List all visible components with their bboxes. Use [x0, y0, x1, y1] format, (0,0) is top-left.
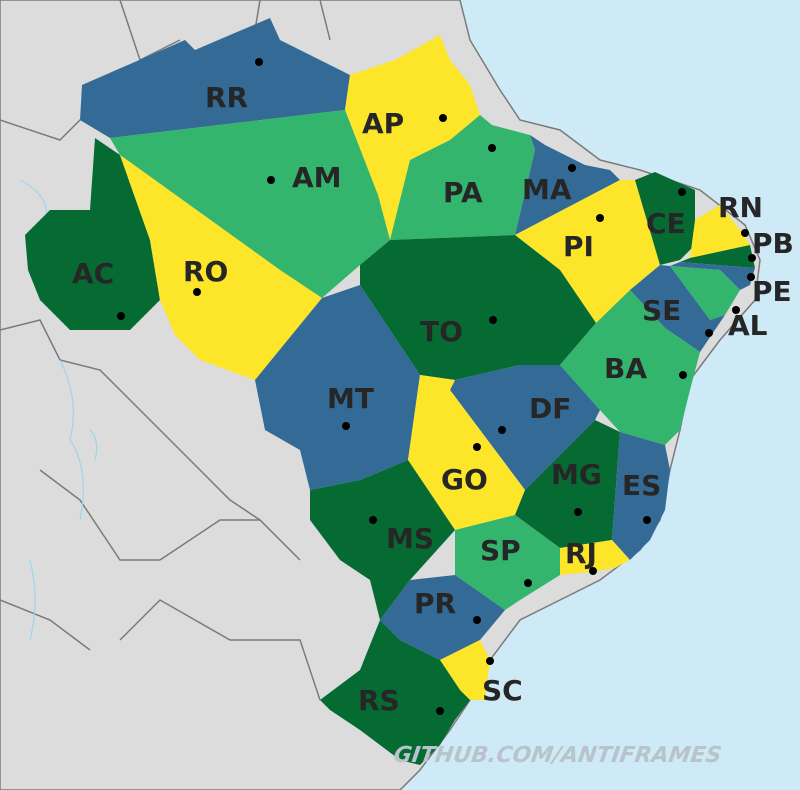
capital-dot-pi	[596, 214, 604, 222]
state-label-ma: MA	[522, 173, 572, 206]
state-label-ap: AP	[362, 107, 404, 140]
region-mg[interactable]	[515, 420, 620, 548]
capital-dot-rr	[255, 58, 263, 66]
state-label-ce: CE	[646, 207, 686, 240]
state-label-ms: MS	[386, 522, 434, 555]
state-label-rn: RN	[718, 191, 763, 224]
state-label-se: SE	[642, 294, 681, 327]
capital-dot-go	[473, 443, 481, 451]
state-label-ro: RO	[183, 255, 228, 288]
state-label-mt: MT	[327, 382, 374, 415]
state-label-rs: RS	[358, 684, 400, 717]
region-ap[interactable]	[345, 35, 480, 240]
region-rs[interactable]	[320, 620, 470, 765]
state-regions	[25, 18, 755, 765]
region-mt[interactable]	[255, 285, 420, 490]
region-sp[interactable]	[455, 515, 560, 610]
region-rr[interactable]	[80, 18, 350, 138]
capital-dot-rj	[589, 567, 597, 575]
region-se[interactable]	[630, 265, 725, 352]
state-label-pr: PR	[414, 587, 456, 620]
capital-dot-al	[732, 306, 740, 314]
capital-dot-es	[643, 516, 651, 524]
state-label-sc: SC	[482, 674, 523, 707]
region-pe[interactable]	[670, 262, 755, 290]
region-to[interactable]	[360, 235, 596, 380]
region-ro[interactable]	[120, 155, 322, 380]
state-label-pb: PB	[752, 227, 794, 260]
capital-dot-ma	[568, 164, 576, 172]
state-label-mg: MG	[551, 458, 602, 491]
region-rn[interactable]	[690, 205, 750, 258]
region-ba[interactable]	[560, 290, 700, 445]
region-go[interactable]	[408, 375, 525, 530]
region-ms[interactable]	[310, 460, 455, 620]
capital-dot-pb	[748, 254, 756, 262]
capital-dot-ap	[439, 114, 447, 122]
region-pa[interactable]	[390, 115, 535, 240]
capital-dot-sc	[486, 657, 494, 665]
region-sc[interactable]	[440, 640, 490, 700]
region-al[interactable]	[670, 266, 740, 320]
capital-dot-pa	[488, 144, 496, 152]
capital-dot-ba	[679, 371, 687, 379]
state-label-go: GO	[441, 463, 488, 496]
capital-dot-mg	[574, 508, 582, 516]
state-label-pi: PI	[563, 230, 594, 263]
capital-dot-se	[705, 329, 713, 337]
region-pb[interactable]	[680, 245, 755, 268]
capital-dot-ce	[678, 188, 686, 196]
state-label-pa: PA	[443, 176, 483, 209]
capital-dot-ro	[193, 288, 201, 296]
state-label-rr: RR	[205, 81, 248, 114]
state-labels: RR AP AM PA MA CE RN PB PE AL SE PI AC R…	[72, 58, 794, 717]
state-label-ba: BA	[604, 352, 647, 385]
state-label-sp: SP	[480, 534, 521, 567]
capital-dot-ms	[369, 516, 377, 524]
capital-dot-pe	[747, 273, 755, 281]
capital-dot-pr	[473, 616, 481, 624]
capital-dot-rs	[436, 707, 444, 715]
state-label-es: ES	[622, 469, 661, 502]
state-label-rj: RJ	[565, 537, 597, 570]
state-label-ac: AC	[72, 257, 114, 290]
state-label-df: DF	[529, 392, 571, 425]
region-es[interactable]	[612, 432, 670, 560]
state-label-to: TO	[420, 315, 463, 348]
state-label-al: AL	[728, 309, 768, 342]
region-df[interactable]	[450, 365, 600, 490]
capital-dot-ac	[117, 312, 125, 320]
region-ma[interactable]	[515, 135, 620, 235]
capital-dot-to	[489, 316, 497, 324]
capital-dot-df	[498, 426, 506, 434]
watermark-text: GITHUB.COM/ANTIFRAMES	[392, 742, 723, 768]
state-label-pe: PE	[752, 275, 792, 308]
capital-dot-rn	[741, 229, 749, 237]
river-lines	[19, 179, 98, 641]
state-label-am: AM	[292, 161, 342, 194]
capital-dot-sp	[524, 579, 532, 587]
region-pr[interactable]	[380, 575, 505, 660]
region-rj[interactable]	[560, 540, 630, 575]
capital-dot-mt	[342, 422, 350, 430]
region-pi[interactable]	[515, 180, 660, 323]
region-ac[interactable]	[25, 138, 160, 330]
region-am[interactable]	[110, 110, 390, 298]
capital-dot-am	[267, 176, 275, 184]
